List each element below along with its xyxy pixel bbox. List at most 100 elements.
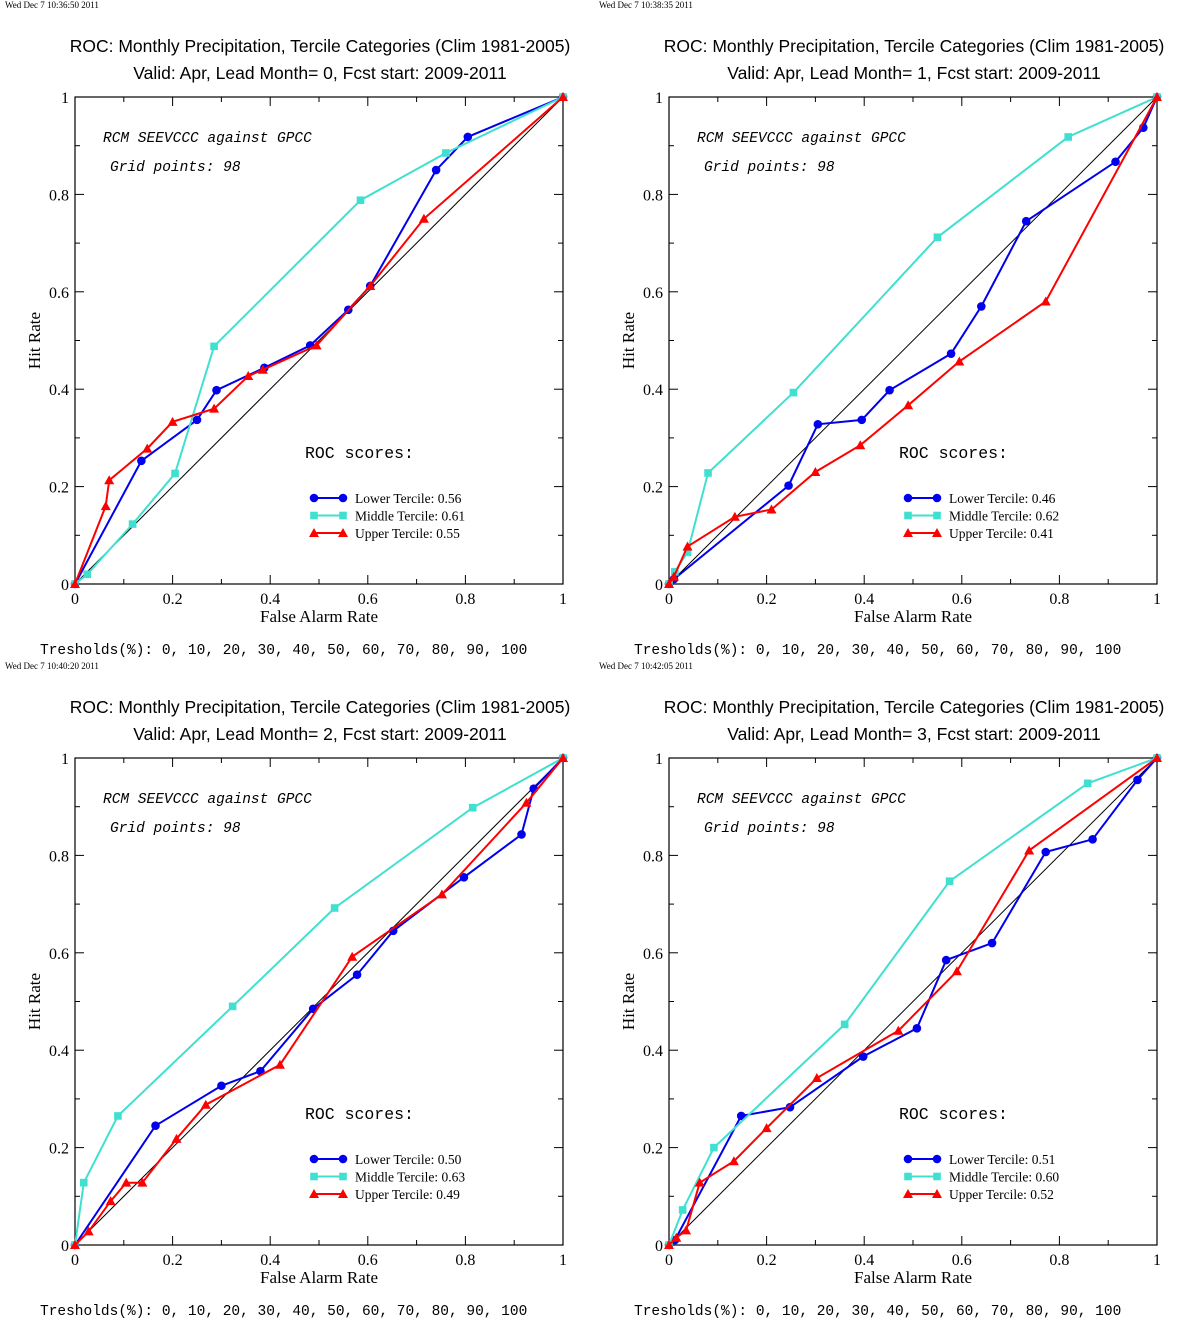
upper-tercile-point [167,416,178,426]
upper-tercile-point [347,951,358,961]
chart-subtitle: Valid: Apr, Lead Month= 1, Fcst start: 2… [727,63,1101,83]
upper-tercile-series [664,92,1162,588]
legend-marker [904,1172,912,1181]
legend-marker [339,511,347,520]
y-tick-label: 0.4 [49,382,69,399]
annotation-grid-points: Grid points: 98 [704,821,835,837]
middle-tercile-point [114,1112,122,1120]
middle-tercile-point [356,196,365,205]
thresholds-text: Tresholds(%): 0, 10, 20, 30, 40, 50, 60,… [634,643,1122,659]
chart-title: ROC: Monthly Precipitation, Tercile Cate… [663,36,1165,56]
upper-tercile-point [1152,92,1162,101]
middle-tercile-line [74,96,564,585]
upper-tercile-point [893,1025,904,1035]
upper-tercile-point [83,1226,94,1236]
x-tick-label: 0.8 [1049,1252,1069,1269]
upper-tercile-point [105,1196,116,1206]
lower-tercile-point [977,302,986,311]
legend-marker [309,528,319,537]
lower-tercile-point [212,385,221,395]
y-tick-label: 0.2 [643,1141,663,1158]
middle-tercile-point [330,904,339,912]
y-tick-label: 0.2 [49,480,69,497]
y-axis-title: Hit Rate [619,973,638,1030]
legend-marker [933,511,941,520]
y-tick-label: 0.4 [643,382,663,399]
x-tick-label: 0.2 [757,591,777,608]
lower-tercile-point [784,481,793,490]
x-axis-title: False Alarm Rate [854,607,972,626]
legend-label-middle-tercile: Middle Tercile: 0.60 [949,1170,1059,1185]
legend-label-upper-tercile: Upper Tercile: 0.55 [355,526,460,541]
legend-marker [338,1154,348,1164]
legend-marker [338,1189,348,1198]
annotation-grid-points: Grid points: 98 [110,160,241,176]
upper-tercile-point [418,213,429,223]
legend-label-lower-tercile: Lower Tercile: 0.56 [355,491,462,506]
lower-tercile-point [1111,157,1120,167]
roc-panel-1: Wed Dec 7 10:36:50 2011 ROC: Monthly Pre… [0,0,593,661]
legend-marker [309,1154,319,1164]
upper-tercile-point [1152,753,1162,762]
middle-tercile-point [933,233,942,242]
middle-tercile-point [1083,779,1092,788]
x-tick-label: 0.2 [163,1252,183,1269]
lower-tercile-point [858,1052,868,1061]
roc-scores-label: ROC scores: [305,1105,414,1124]
lower-tercile-point [217,1081,226,1091]
upper-tercile-point [209,403,220,413]
legend-marker [932,1154,942,1164]
legend-marker [310,511,318,520]
y-tick-label: 0.6 [643,946,663,963]
upper-tercile-point [311,340,322,350]
middle-tercile-point [228,1002,237,1011]
legend-marker [338,493,348,503]
x-tick-label: 0.8 [455,1252,475,1269]
y-tick-label: 1 [655,90,663,107]
axis-ticks [74,757,564,1246]
lower-tercile-point [785,1102,795,1112]
chart-subtitle: Valid: Apr, Lead Month= 0, Fcst start: 2… [133,63,507,83]
lower-tercile-point [885,385,894,395]
middle-tercile-point [840,1020,849,1029]
middle-tercile-point [1064,133,1072,141]
upper-tercile-series [664,753,1162,1249]
lower-tercile-point [137,456,146,466]
middle-tercile-point [789,388,798,397]
lower-tercile-point [1133,775,1142,785]
y-tick-label: 0 [61,577,69,594]
x-axis-title: False Alarm Rate [260,1268,378,1287]
annotation-source: RCM SEEVCCC against GPCC [697,131,906,147]
middle-tercile-point [945,877,954,886]
upper-tercile-line [74,96,564,585]
roc-chart-4: 00 0.2 0.2 0.4 0.4 0.6 0.6 0.8 0.8 1 1 False Alarm … [619,751,1162,1287]
legend-label-upper-tercile: Upper Tercile: 0.41 [949,526,1054,541]
legend: Lower Tercile: 0.50 Middle Tercile: 0.63 U… [309,1152,465,1202]
legend-marker [903,1154,913,1164]
lower-tercile-point [987,938,997,948]
thresholds-text: Tresholds(%): 0, 10, 20, 30, 40, 50, 60,… [634,1304,1122,1320]
upper-tercile-point [70,1240,80,1249]
upper-tercile-point [274,1059,285,1069]
upper-tercile-point [100,501,111,511]
y-tick-label: 0 [655,1238,663,1255]
upper-tercile-point [954,356,965,366]
lower-tercile-point [912,1023,922,1033]
lower-tercile-line [668,757,1158,1246]
legend-marker [903,528,913,537]
legend-marker [339,1172,347,1181]
legend-label-lower-tercile: Lower Tercile: 0.46 [949,491,1056,506]
legend-marker [904,511,912,520]
upper-tercile-point [558,92,568,101]
upper-tercile-point [243,371,254,381]
timestamp: Wed Dec 7 10:40:20 2011 [5,661,99,671]
x-tick-label: 0 [665,591,673,608]
x-tick-label: 0.4 [854,1252,874,1269]
x-tick-label: 0.6 [952,1252,972,1269]
upper-tercile-point [137,1177,148,1187]
x-tick-label: 1 [1153,1252,1161,1269]
legend-marker [309,493,319,503]
upper-tercile-point [671,1232,682,1242]
lower-tercile-point [459,873,469,882]
upper-tercile-point [200,1099,211,1109]
